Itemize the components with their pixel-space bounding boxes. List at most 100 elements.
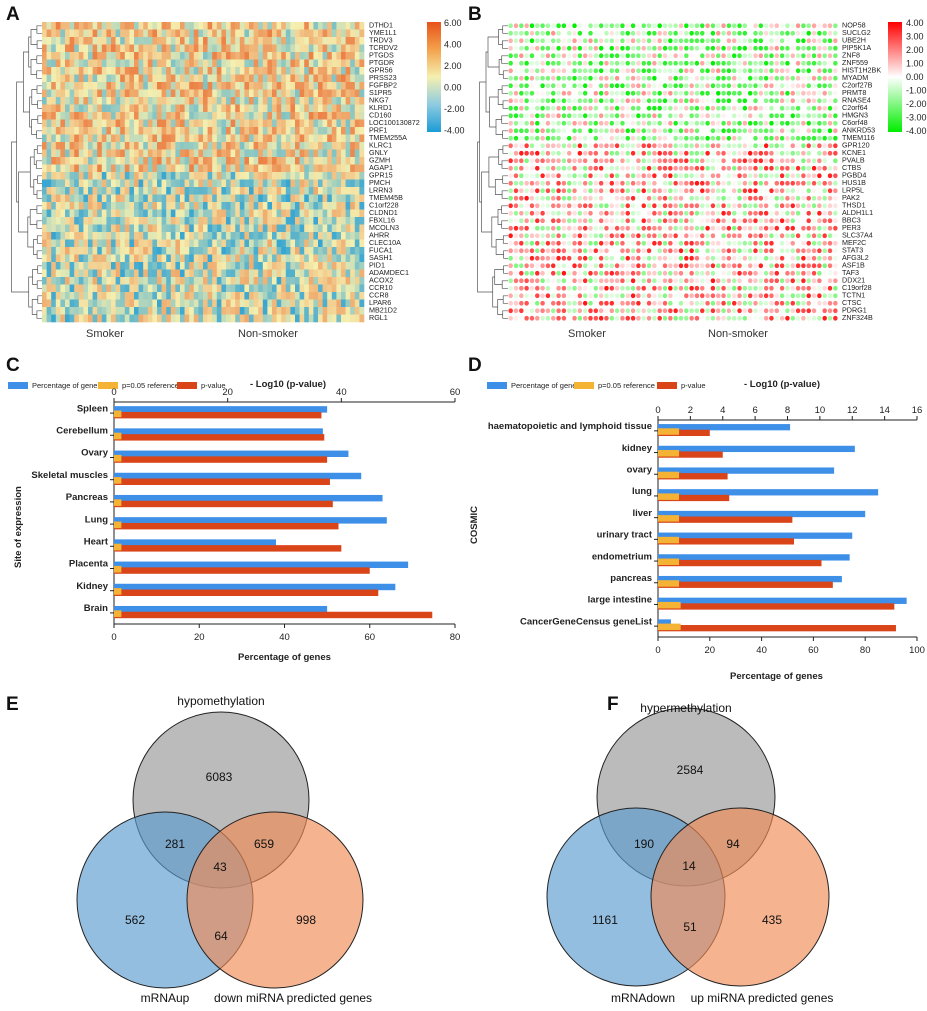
heatmap-cell [92, 179, 98, 188]
heatmap-cell [258, 292, 264, 300]
heatmap-cell [598, 23, 604, 29]
heatmap-cell [101, 299, 107, 308]
heatmap-cell [721, 90, 726, 96]
heatmap-cell [193, 29, 199, 38]
heatmap-cell [230, 292, 236, 300]
heatmap-cell [161, 269, 167, 278]
heatmap-cell [152, 104, 158, 113]
heatmap-cell [193, 142, 199, 150]
heatmap-cell [614, 143, 620, 149]
heatmap-cell [42, 217, 47, 225]
heatmap-cell [322, 127, 328, 135]
heatmap-cell [276, 269, 282, 278]
heatmap-cell [540, 195, 545, 201]
heatmap-cell [827, 255, 833, 261]
heatmap-cell [636, 173, 641, 179]
heatmap-cell [299, 22, 305, 30]
heatmap-cell [74, 202, 80, 210]
heatmap-cell [737, 180, 742, 186]
heatmap-cell [239, 292, 245, 300]
heatmap-cell [582, 23, 588, 29]
heatmap-cell [593, 60, 599, 66]
heatmap-cell [161, 232, 167, 240]
heatmap-cell [180, 67, 185, 75]
heatmap-cell [577, 173, 583, 179]
heatmap-cell [78, 239, 84, 248]
heatmap-cell [769, 188, 774, 194]
heatmap-cell [577, 203, 583, 209]
heatmap-cell [705, 128, 710, 134]
heatmap-cell [529, 188, 535, 194]
heatmap-cell [83, 22, 89, 30]
heatmap-cell [806, 23, 811, 29]
heatmap-cell [694, 240, 700, 246]
heatmap-cell [124, 299, 130, 308]
heatmap-cell [230, 217, 236, 225]
heatmap-cell [212, 97, 218, 105]
heatmap-cell [721, 218, 726, 224]
heatmap-cell [614, 30, 620, 36]
heatmap-cell [184, 119, 190, 128]
heatmap-cell [65, 119, 70, 128]
heatmap-cell [657, 75, 662, 81]
heatmap-cell [258, 149, 264, 158]
heatmap-cell [253, 67, 259, 75]
heatmap-cell [588, 143, 593, 149]
heatmap-cell [700, 143, 705, 149]
heatmap-cell [189, 299, 195, 308]
heatmap-cell [83, 277, 89, 285]
heatmap-cell [212, 134, 218, 143]
heatmap-cell [604, 263, 609, 269]
heatmap-cell [267, 127, 273, 135]
heatmap-cell [78, 202, 84, 210]
heatmap-cell [588, 218, 593, 224]
heatmap-cell [551, 233, 556, 239]
heatmap-cell [83, 217, 89, 225]
heatmap-cell [827, 225, 833, 231]
heatmap-cell [239, 74, 245, 83]
heatmap-cell [345, 179, 351, 188]
heatmap-cell [226, 164, 231, 173]
heatmap-cell [138, 37, 144, 45]
heatmap-cell [134, 254, 139, 263]
heatmap-cell [614, 210, 620, 216]
heatmap-cell [678, 38, 684, 44]
heatmap-cell [106, 269, 112, 278]
heatmap-cell [101, 149, 107, 158]
heatmap-cell [101, 29, 107, 38]
heatmap-cell [65, 97, 70, 105]
heatmap-cell [170, 314, 176, 323]
heatmap-cell [134, 74, 139, 83]
heatmap-cell [101, 194, 107, 203]
heatmap-cell [705, 165, 710, 171]
heatmap-cell [166, 292, 172, 300]
heatmap-cell [561, 233, 567, 239]
heatmap-cell [69, 292, 75, 300]
heatmap-cell [51, 104, 57, 113]
heatmap-cell [630, 105, 636, 111]
heatmap-cell [115, 247, 121, 255]
heatmap-cell [753, 60, 758, 66]
heatmap-cell [207, 269, 213, 278]
heatmap-cell [55, 164, 61, 173]
heatmap-cell [285, 119, 291, 128]
heatmap-cell [636, 45, 641, 51]
heatmap-cell [74, 209, 80, 218]
heatmap-cell [83, 59, 89, 68]
heatmap-cell [769, 135, 774, 141]
heatmap-cell [345, 59, 351, 68]
heatmap-cell [785, 98, 790, 104]
heatmap-cell [175, 157, 181, 165]
heatmap-cell [336, 217, 342, 225]
heatmap-cell [646, 68, 652, 74]
heatmap-cell [700, 218, 705, 224]
heatmap-cell [795, 218, 801, 224]
heatmap-cell [281, 262, 287, 270]
heatmap-cell [795, 53, 801, 59]
heatmap-cell [673, 180, 678, 186]
heatmap-cell [111, 224, 116, 233]
heatmap-cell [545, 60, 551, 66]
heatmap-cell [97, 157, 103, 165]
heatmap-cell [120, 292, 126, 300]
heatmap-cell [551, 240, 556, 246]
